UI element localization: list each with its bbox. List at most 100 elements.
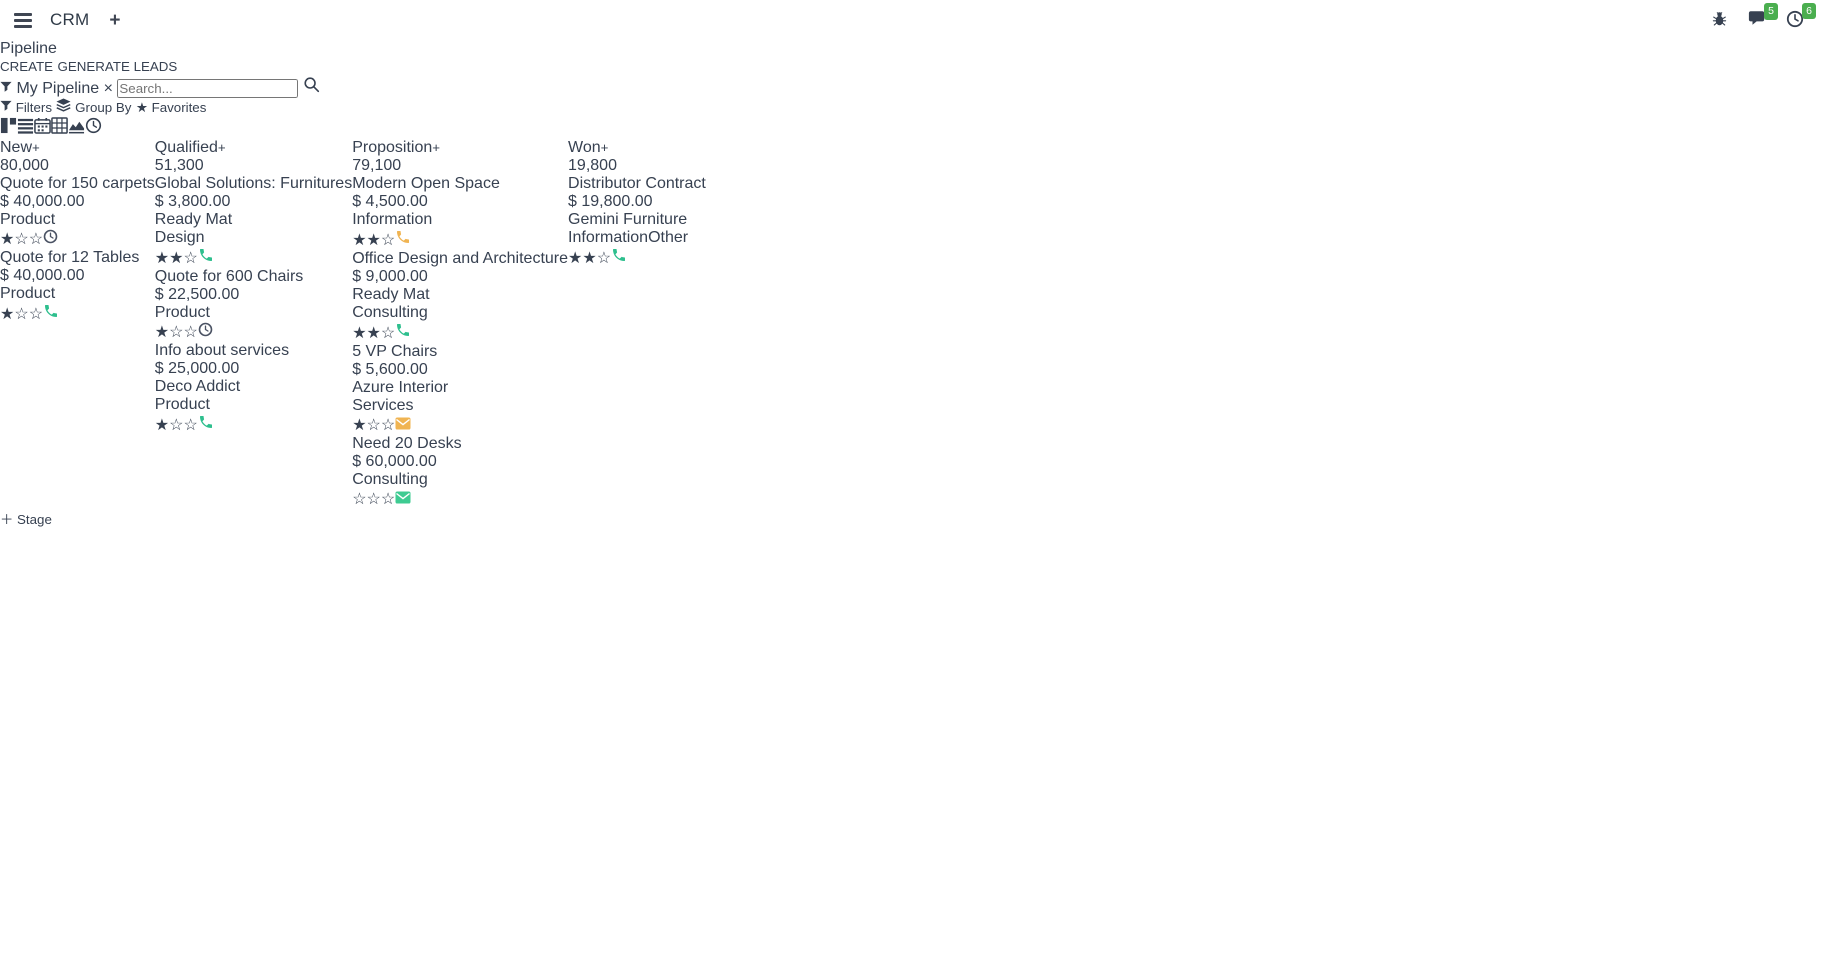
stage-name: New <box>0 139 33 156</box>
add-record-plus-icon[interactable]: + <box>32 140 40 155</box>
priority-star-icon[interactable]: ☆ <box>366 491 381 508</box>
priority-star-icon[interactable]: ☆ <box>183 324 198 341</box>
priority-stars: ★☆☆ <box>0 231 43 248</box>
kanban-card[interactable]: Global Solutions: Furnitures $ 3,800.00 Re… <box>155 175 352 268</box>
tag: Services <box>352 397 414 414</box>
priority-star-icon[interactable]: ☆ <box>352 491 367 508</box>
generate-leads-button[interactable]: GENERATE LEADS <box>57 59 178 74</box>
activity-phone-icon[interactable] <box>395 322 411 341</box>
create-button[interactable]: CREATE <box>0 59 54 74</box>
search-bar[interactable]: My Pipeline × <box>0 76 1838 98</box>
card-title: Quote for 150 carpets <box>0 175 155 192</box>
card-amount: $ 25,000.00 <box>154 360 240 377</box>
activity-phone-icon[interactable] <box>395 229 411 248</box>
add-stage-button[interactable]: ＋ Stage <box>0 509 52 528</box>
add-tab-icon[interactable]: + <box>103 9 126 32</box>
priority-star-icon[interactable]: ☆ <box>380 491 396 508</box>
search-input[interactable] <box>117 79 299 98</box>
kanban-card[interactable]: Distributor Contract $ 19,800.00 Gemini Fu… <box>568 175 706 268</box>
kanban-card[interactable]: Quote for 600 Chairs $ 22,500.00 Product ★☆… <box>155 268 352 342</box>
group-by-layers-icon <box>56 98 71 112</box>
card-title: Modern Open Space <box>352 175 500 192</box>
stage-name: Proposition <box>352 139 433 156</box>
priority-star-icon[interactable]: ☆ <box>183 417 198 434</box>
pivot-view-icon <box>51 117 68 134</box>
activities-count-badge: 6 <box>1802 2 1816 19</box>
activities-clock-icon[interactable]: 6 <box>1786 2 1816 31</box>
search-facet-my-pipeline[interactable]: My Pipeline <box>0 80 104 97</box>
priority-star-icon[interactable]: ★ <box>366 232 381 249</box>
kanban-card[interactable]: Office Design and Architecture $ 9,000.00… <box>352 250 568 343</box>
kanban-view-icon <box>0 117 17 134</box>
activity-phone-icon[interactable] <box>611 247 627 266</box>
activity-clock-icon[interactable] <box>198 322 213 340</box>
tag: Product <box>154 304 210 321</box>
add-record-plus-icon[interactable]: + <box>217 140 226 155</box>
tag: Product <box>0 285 56 302</box>
view-kanban-button[interactable] <box>0 117 17 134</box>
card-amount: $ 22,500.00 <box>154 286 240 303</box>
activity-envelope-icon[interactable] <box>395 417 411 433</box>
view-pivot-button[interactable] <box>51 117 68 134</box>
priority-star-icon[interactable]: ☆ <box>596 250 612 267</box>
priority-star-icon[interactable]: ★ <box>154 417 170 434</box>
priority-star-icon[interactable]: ☆ <box>28 306 44 323</box>
kanban-card[interactable]: Quote for 12 Tables $ 40,000.00 Product ★☆☆ <box>0 249 155 324</box>
priority-star-icon[interactable]: ☆ <box>380 417 396 434</box>
priority-star-icon[interactable]: ☆ <box>183 250 198 267</box>
card-title: Need 20 Desks <box>352 435 462 452</box>
add-record-plus-icon[interactable]: + <box>600 140 609 155</box>
kanban-card[interactable]: 5 VP Chairs $ 5,600.00 Azure Interior Servi… <box>352 343 568 435</box>
stage-total: 79,100 <box>352 157 402 174</box>
facet-remove-icon[interactable]: × <box>103 80 113 97</box>
view-activity-button[interactable] <box>85 117 102 134</box>
tag: Other <box>648 229 689 246</box>
priority-star-icon[interactable]: ☆ <box>28 231 44 248</box>
priority-star-icon[interactable]: ☆ <box>169 324 184 341</box>
debug-bug-icon[interactable] <box>1711 10 1728 30</box>
add-stage-label: Stage <box>17 512 52 527</box>
app-name[interactable]: CRM <box>50 10 90 29</box>
priority-star-icon[interactable]: ★ <box>582 250 597 267</box>
kanban-card[interactable]: Need 20 Desks $ 60,000.00 Consulting ☆☆☆ <box>352 435 568 509</box>
priority-star-icon[interactable]: ☆ <box>169 417 184 434</box>
activity-phone-icon[interactable] <box>198 247 214 266</box>
search-icon[interactable] <box>303 77 320 97</box>
activity-envelope-icon[interactable] <box>395 491 411 507</box>
priority-stars: ★☆☆ <box>155 324 198 341</box>
card-title: Office Design and Architecture <box>352 250 569 267</box>
messages-icon[interactable]: 5 <box>1748 3 1778 30</box>
card-partner: Gemini Furniture <box>568 211 688 228</box>
priority-star-icon[interactable]: ★ <box>154 250 170 267</box>
kanban-card[interactable]: Quote for 150 carpets $ 40,000.00 Product ★… <box>0 175 155 249</box>
priority-star-icon[interactable]: ★ <box>366 325 381 342</box>
priority-star-icon[interactable]: ★ <box>352 232 367 249</box>
tag: Information <box>568 229 649 246</box>
activity-phone-icon[interactable] <box>43 303 59 322</box>
kanban-card[interactable]: Info about services $ 25,000.00 Deco Addic… <box>155 342 352 435</box>
graph-view-icon <box>68 117 85 134</box>
priority-star-icon[interactable]: ☆ <box>380 232 396 249</box>
group-by-menu-button[interactable]: Group By <box>56 98 131 115</box>
priority-star-icon[interactable]: ★ <box>352 417 367 434</box>
view-list-button[interactable] <box>17 117 34 134</box>
priority-star-icon[interactable]: ☆ <box>380 325 396 342</box>
priority-star-icon[interactable]: ★ <box>0 306 15 323</box>
favorites-menu-button[interactable]: ★ Favorites <box>136 100 206 116</box>
activity-phone-icon[interactable] <box>198 414 214 433</box>
apps-menu-icon[interactable] <box>10 9 36 32</box>
priority-star-icon[interactable]: ★ <box>154 324 170 341</box>
priority-star-icon[interactable]: ★ <box>352 325 367 342</box>
priority-star-icon[interactable]: ★ <box>568 250 583 267</box>
view-graph-button[interactable] <box>68 117 85 134</box>
kanban-card[interactable]: Modern Open Space $ 4,500.00 Information ★★… <box>352 175 568 250</box>
add-record-plus-icon[interactable]: + <box>432 140 441 155</box>
filters-menu-button[interactable]: Filters <box>0 100 52 115</box>
priority-star-icon[interactable]: ☆ <box>14 306 29 323</box>
priority-star-icon[interactable]: ★ <box>0 231 15 248</box>
priority-star-icon[interactable]: ☆ <box>366 417 381 434</box>
priority-star-icon[interactable]: ★ <box>169 250 184 267</box>
priority-star-icon[interactable]: ☆ <box>14 231 29 248</box>
view-calendar-button[interactable] <box>34 117 51 134</box>
activity-clock-icon[interactable] <box>43 229 58 247</box>
